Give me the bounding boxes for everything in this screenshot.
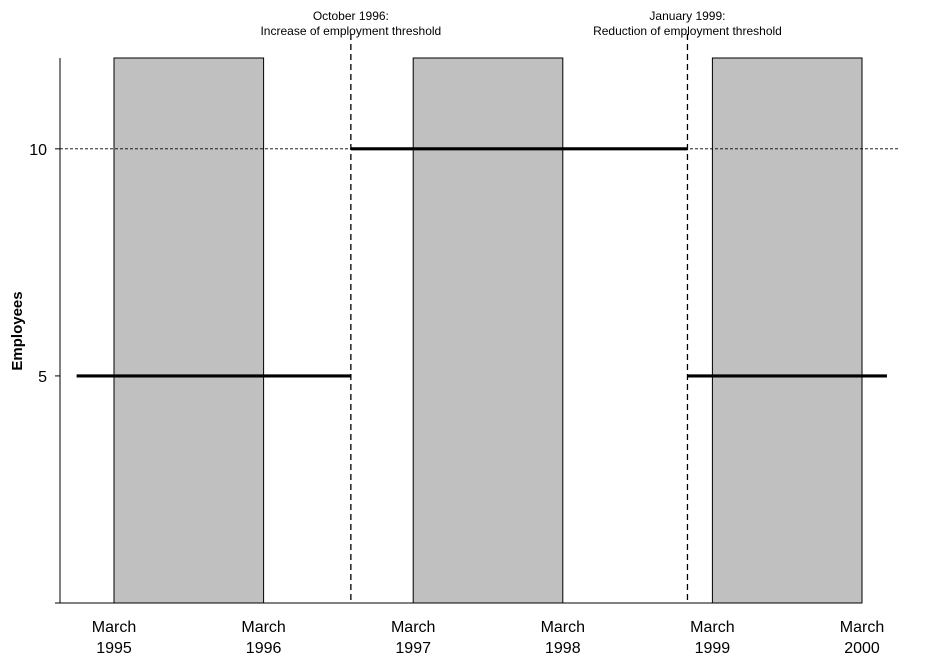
x-tick-label: March 1999 [690,619,734,657]
x-tick-label: March 1995 [92,619,136,657]
annotations: October 1996: Increase of employment thre… [260,9,782,603]
x-tick-label: March 2000 [840,619,884,657]
x-tick-label: March 1998 [541,619,585,657]
threshold-series [76,147,887,378]
tick-labels: 5 10 March 1995 March 1996 March 1997 March 1998 M… [29,142,884,657]
event-annotation: October 1996: Increase of employment thre… [260,9,441,38]
shaded-period-bar [113,57,265,604]
shaded-period-bar [711,57,863,604]
y-tick-label: 10 [29,142,47,159]
x-tick-label: March 1997 [391,619,435,657]
shaded-periods [113,57,863,604]
axes [55,58,862,604]
event-annotation: January 1999: Reduction of employment thr… [593,9,782,38]
y-axis-title: Employees [9,291,26,370]
y-tick-label: 5 [38,369,47,386]
shaded-period-bar [412,57,564,604]
x-tick-label: March 1996 [241,619,285,657]
